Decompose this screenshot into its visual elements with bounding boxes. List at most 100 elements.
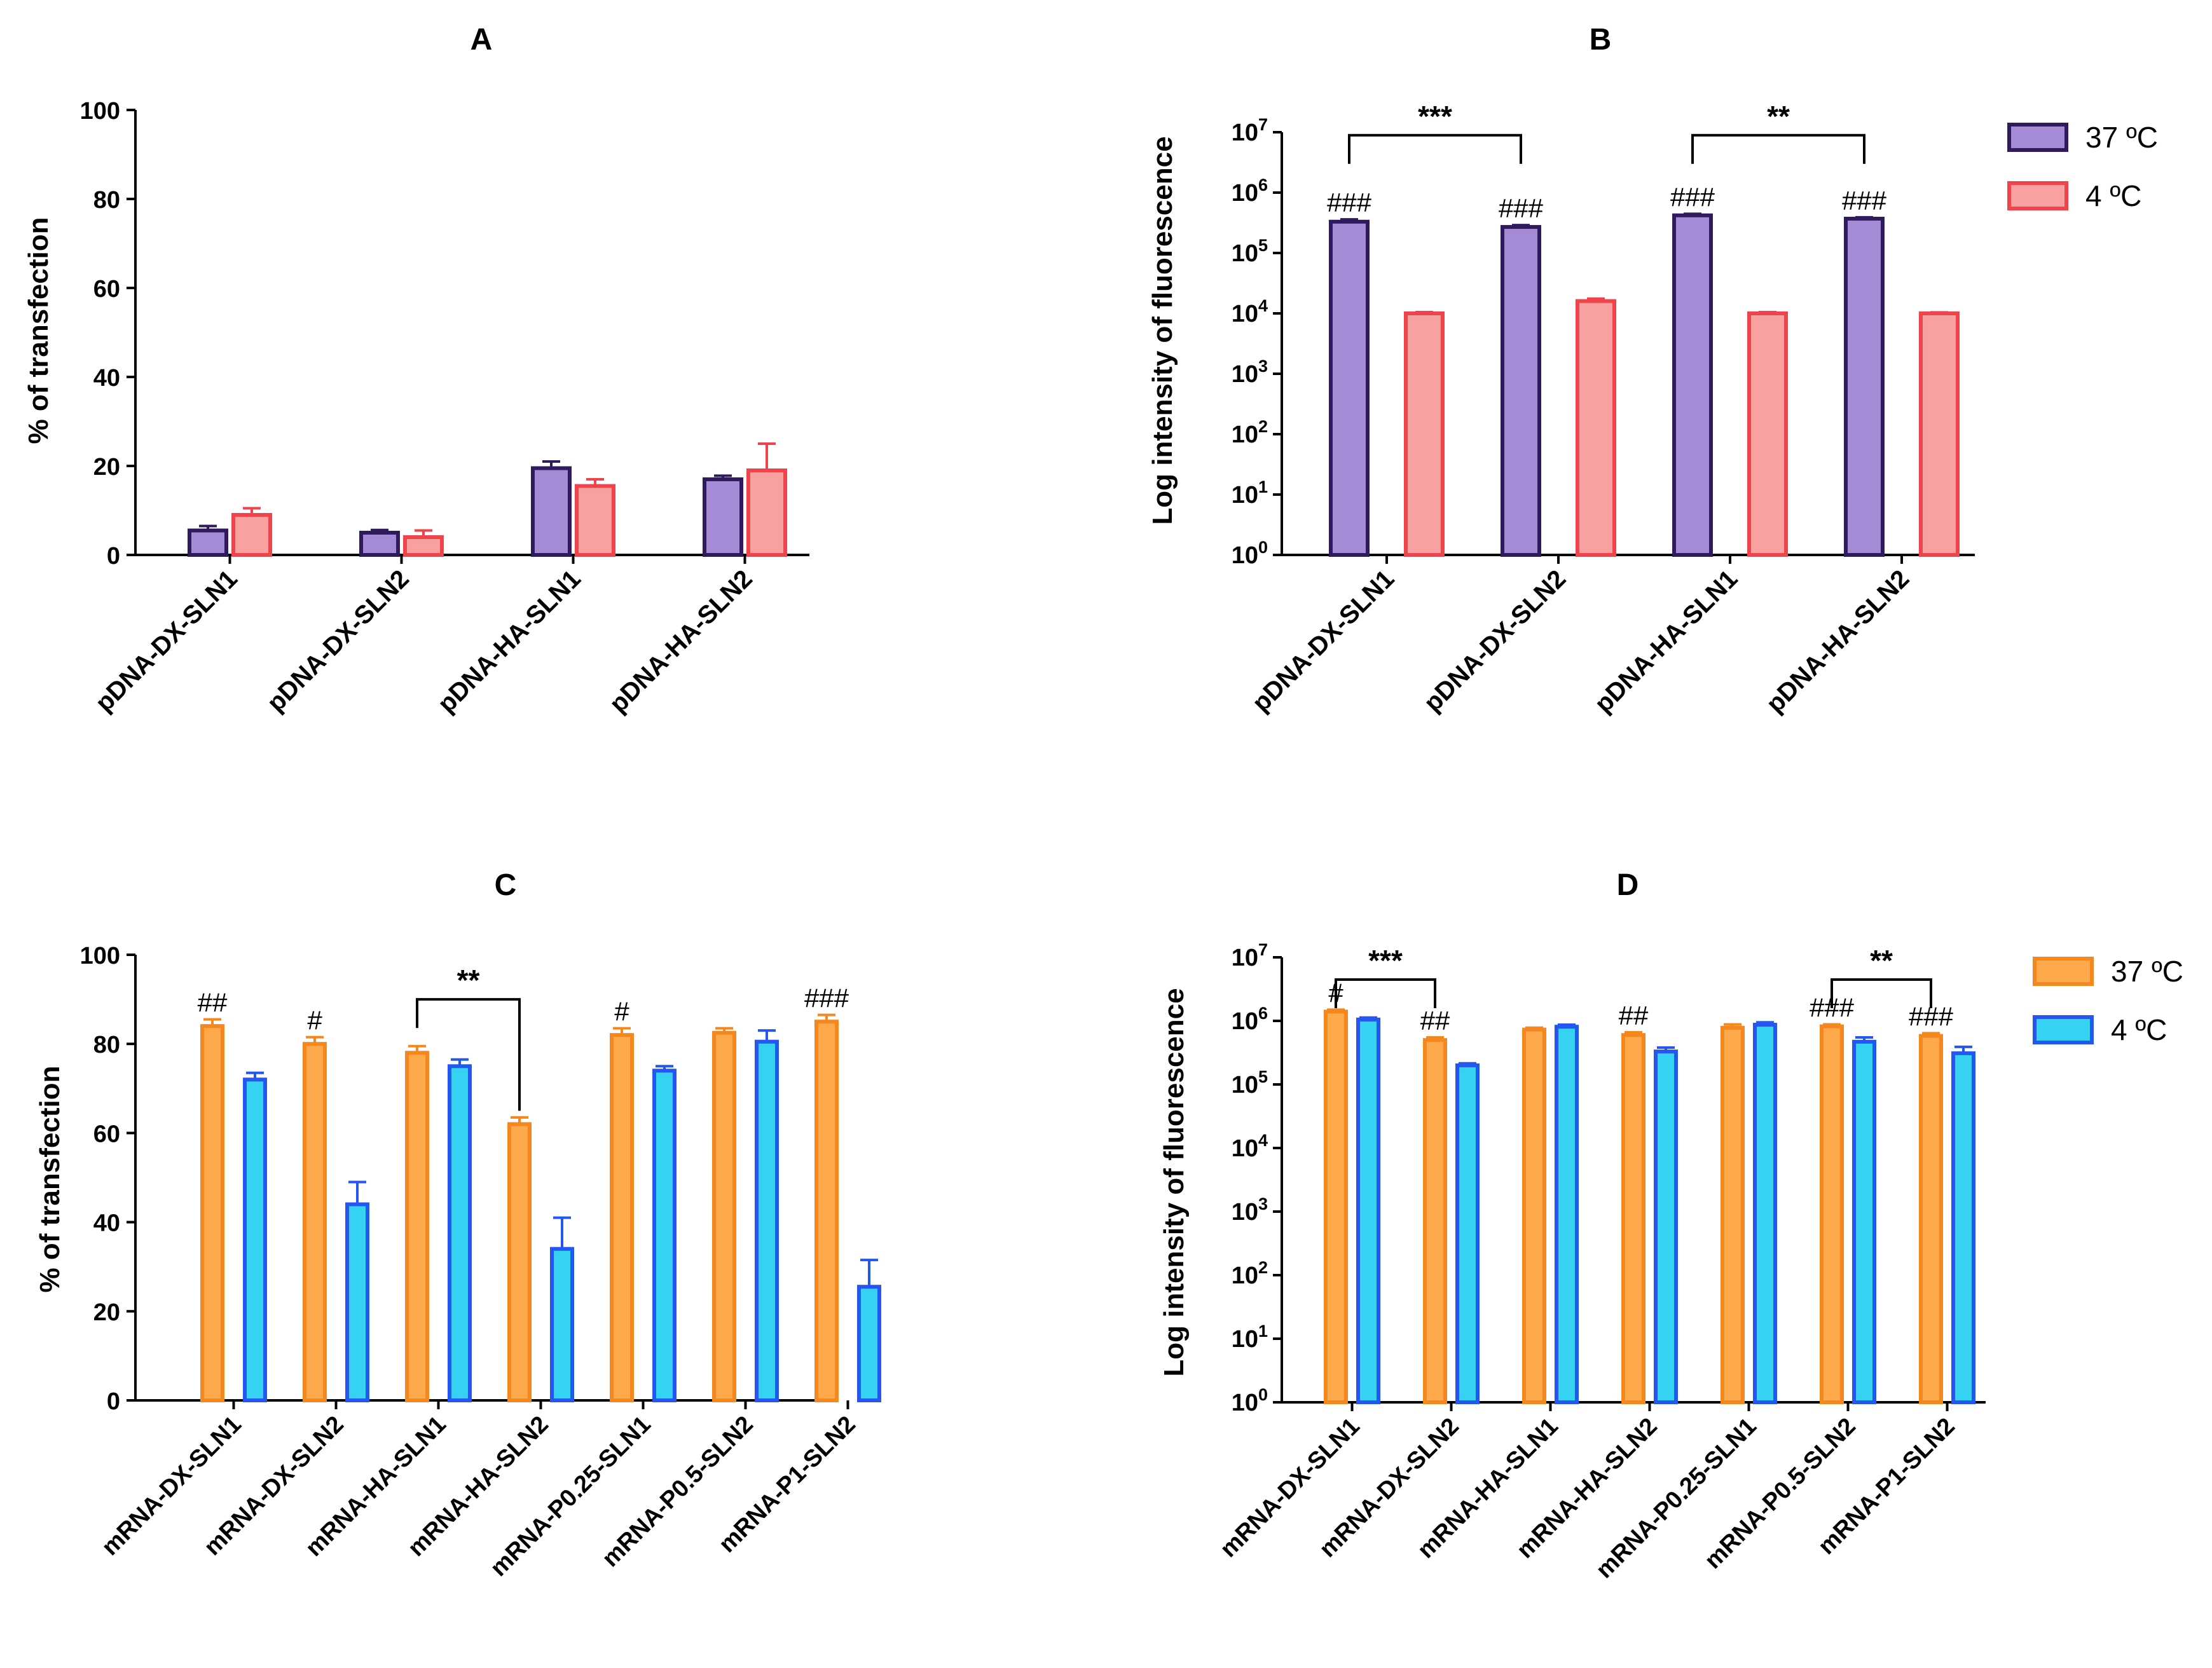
x-tick-label: pDNA-HA-SLN2	[604, 564, 758, 718]
bar	[231, 513, 272, 557]
x-tick-label: pDNA-DX-SLN2	[262, 564, 415, 717]
bar	[1747, 311, 1788, 557]
y-tick-label: 40	[93, 1210, 120, 1237]
significance-bracket	[1335, 978, 1436, 1008]
x-tick-label: pDNA-HA-SLN1	[1590, 564, 1743, 718]
chart-d: D Log intensity of fluorescence 100 101 102 1…	[1158, 868, 2183, 1583]
y-tick-label: 20	[93, 1299, 120, 1326]
y-tick-label: 106	[1232, 1004, 1268, 1035]
bar	[1721, 1025, 1745, 1404]
significance-hash: ###	[804, 983, 849, 1013]
y-tick-label: 101	[1232, 1322, 1268, 1353]
y-axis-label: % of transfection	[23, 217, 54, 444]
bar	[403, 535, 444, 557]
significance-hash: ##	[1420, 1006, 1450, 1036]
bar	[345, 1202, 369, 1403]
y-tick-label: 100	[80, 943, 120, 969]
y-tick-label: 20	[93, 454, 120, 481]
significance-stars: ***	[1418, 100, 1452, 133]
y-tick-label: 100	[1232, 1385, 1268, 1416]
legend-swatch	[2007, 181, 2068, 210]
y-tick-label: 103	[1232, 357, 1268, 388]
significance-hash: ##	[1619, 1001, 1649, 1030]
y-tick-label: 105	[1232, 1067, 1268, 1098]
significance-stars: **	[1870, 944, 1893, 977]
x-tick-label: pDNA-DX-SLN2	[1419, 564, 1571, 717]
y-tick-label: 102	[1232, 417, 1268, 448]
bar	[610, 1033, 634, 1403]
y-tick-label: 0	[107, 543, 120, 570]
bar	[200, 1024, 224, 1403]
bar	[1404, 311, 1445, 557]
chart-title: B	[1590, 23, 1612, 57]
legend-label: 37 ºC	[2085, 121, 2158, 154]
bar	[507, 1122, 532, 1402]
bar	[303, 1042, 327, 1402]
bar	[746, 468, 787, 557]
bar	[1672, 213, 1713, 557]
y-tick-label: 80	[93, 187, 120, 214]
significance-hash: ###	[1327, 188, 1372, 217]
significance-bracket	[416, 998, 521, 1111]
y-tick-label: 105	[1232, 236, 1268, 267]
legend-swatch	[2033, 957, 2094, 986]
bar	[1951, 1051, 1975, 1405]
legend-label: 4 ºC	[2085, 179, 2141, 212]
significance-stars: **	[457, 964, 480, 997]
y-tick-label: 60	[93, 276, 120, 303]
y-tick-label: 80	[93, 1032, 120, 1058]
bar	[1423, 1038, 1447, 1404]
chart-b: B Log intensity of fluorescence 100 101 102 1…	[1147, 23, 2158, 718]
significance-hash: ###	[1670, 182, 1715, 212]
significance-hash: ###	[1842, 186, 1887, 215]
chart-title: D	[1617, 868, 1639, 902]
bar	[1820, 1024, 1844, 1405]
y-tick-label: 101	[1232, 477, 1268, 509]
y-tick-label: 102	[1232, 1258, 1268, 1289]
significance-bracket	[1831, 978, 1932, 1008]
chart-c: C% of transfection020406080100mRNA-DX-SL…	[34, 868, 881, 1582]
bar	[448, 1064, 472, 1402]
bar	[359, 531, 400, 557]
bar	[1852, 1039, 1876, 1404]
significance-bracket	[1691, 133, 1865, 164]
y-tick-label: 104	[1232, 1131, 1268, 1162]
bar	[1356, 1017, 1380, 1405]
bar	[703, 477, 743, 557]
chart-title: A	[471, 23, 493, 57]
bar	[531, 466, 572, 557]
bar	[243, 1077, 267, 1403]
x-tick-label: pDNA-HA-SLN2	[1761, 564, 1915, 718]
y-tick-label: 100	[1232, 538, 1268, 569]
bar	[1919, 311, 1960, 557]
y-tick-label: 100	[80, 98, 120, 125]
y-axis-label: Log intensity of fluorescence	[1147, 136, 1178, 524]
bar	[857, 1285, 881, 1402]
chart-title: C	[495, 868, 517, 902]
y-tick-label: 40	[93, 365, 120, 392]
bar	[575, 484, 615, 557]
y-tick-label: 107	[1232, 940, 1268, 971]
bar	[1919, 1034, 1943, 1404]
bar	[188, 528, 228, 557]
bar	[652, 1069, 677, 1402]
significance-hash: #	[307, 1006, 322, 1036]
y-tick-label: 60	[93, 1121, 120, 1147]
bar	[550, 1247, 574, 1403]
legend-label: 37 ºC	[2111, 955, 2183, 988]
significance-stars: ***	[1368, 944, 1403, 977]
x-tick-label: pDNA-DX-SLN1	[90, 564, 243, 717]
bar	[814, 1020, 839, 1402]
bar	[405, 1051, 429, 1402]
bar	[1555, 1025, 1579, 1404]
y-tick-label: 0	[107, 1388, 120, 1415]
significance-hash: ###	[1499, 193, 1544, 223]
bar	[1621, 1033, 1645, 1404]
y-tick-label: 107	[1232, 115, 1268, 146]
y-axis-label: % of transfection	[34, 1066, 65, 1293]
legend-swatch	[2007, 123, 2068, 152]
legend-label: 4 ºC	[2111, 1013, 2167, 1046]
x-tick-label: mRNA-P0.25-SLN1	[1591, 1413, 1762, 1584]
significance-hash: ##	[198, 988, 228, 1018]
bar	[1455, 1063, 1480, 1404]
